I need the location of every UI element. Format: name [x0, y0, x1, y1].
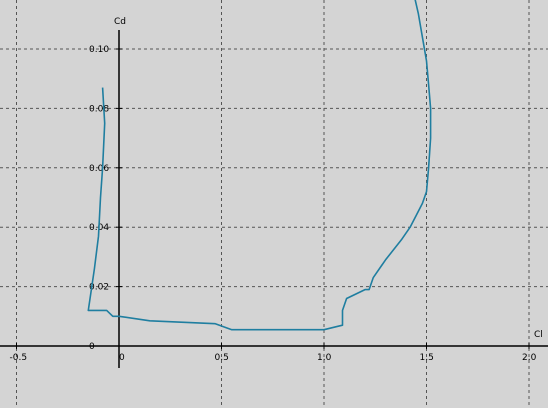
x-tick-label-5: 2.0: [522, 353, 537, 363]
y-tick-label-5: 0.10: [89, 45, 109, 55]
y-tick-label-0: 0: [89, 342, 95, 352]
axes: [0, 30, 548, 368]
y-tick-label-1: 0.02: [89, 283, 109, 293]
x-tick-label-2: 0.5: [215, 353, 229, 363]
series-line-0: [87, 0, 432, 331]
y-axis-label: Cd: [114, 17, 126, 27]
x-tick-label-4: 1.5: [420, 353, 434, 363]
x-tick-label-3: 1.0: [317, 353, 332, 363]
x-tick-label-1: 0: [119, 353, 125, 363]
y-tick-label-3: 0.06: [89, 164, 109, 174]
series-layer: [87, 0, 432, 331]
y-tick-label-4: 0.08: [89, 104, 109, 114]
x-axis-label: Cl: [534, 330, 543, 340]
x-tick-label-0: -0.5: [10, 353, 28, 363]
